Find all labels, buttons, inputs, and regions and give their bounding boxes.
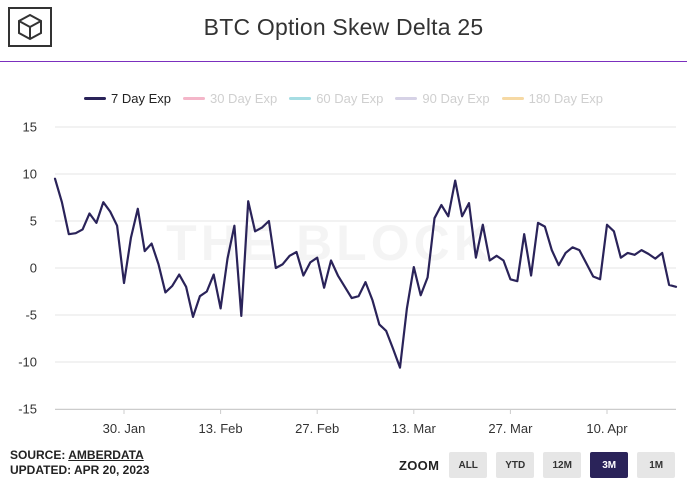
chart-plot: THE BLOCK 15 10 5 0 -5 -10 -15 30. Jan 13. Feb 2… [18, 120, 678, 436]
legend-item[interactable]: 90 Day Exp [395, 90, 490, 106]
chart-title: BTC Option Skew Delta 25 [203, 14, 484, 40]
updated-date: UPDATED: APR 20, 2023 [10, 463, 150, 477]
y-tick-label: 10 [23, 167, 37, 182]
legend-swatch [395, 96, 418, 100]
y-axis-ticks: 15 10 5 0 -5 -10 -15 [18, 120, 37, 417]
zoom-button-12m[interactable]: 12M [543, 452, 582, 478]
source-link[interactable]: AMBERDATA [68, 448, 144, 462]
title-divider [0, 61, 687, 62]
legend-label: 180 Day Exp [528, 90, 604, 106]
x-tick-label: 27. Mar [488, 421, 533, 436]
legend-swatch [289, 96, 312, 100]
zoom-controls: ZOOM ALL YTD 12M 3M 1M [399, 452, 676, 478]
source-note: SOURCE: AMBERDATA UPDATED: APR 20, 2023 [10, 448, 149, 478]
legend-swatch [501, 96, 524, 100]
legend-label: 60 Day Exp [316, 90, 384, 106]
legend-item[interactable]: 30 Day Exp [182, 90, 278, 106]
y-tick-label: -5 [25, 308, 37, 323]
legend-label: 7 Day Exp [111, 90, 171, 106]
zoom-button-3m[interactable]: 3M [590, 452, 629, 478]
y-tick-label: 5 [30, 214, 37, 229]
zoom-label: ZOOM [399, 457, 440, 473]
y-tick-label: -10 [18, 355, 37, 370]
x-tick-label: 10. Apr [586, 421, 628, 436]
y-tick-label: 15 [23, 120, 37, 135]
legend-swatch [84, 96, 106, 100]
x-tick-label: 13. Mar [392, 421, 437, 436]
series-line-7-day-exp [53, 177, 678, 369]
legend-swatch [182, 96, 205, 100]
grid-lines [55, 126, 676, 410]
series-group [53, 177, 678, 369]
x-tick-label: 27. Feb [295, 421, 339, 436]
chart-legend: 7 Day Exp 30 Day Exp 60 Day Exp 90 Day Exp 1… [84, 89, 615, 107]
source-prefix: SOURCE: [10, 448, 69, 462]
zoom-button-ytd[interactable]: YTD [496, 452, 535, 478]
watermark: THE BLOCK [166, 215, 494, 271]
x-tick-label: 30. Jan [103, 421, 146, 436]
zoom-button-1m[interactable]: 1M [637, 452, 676, 478]
x-tick-label: 13. Feb [199, 421, 243, 436]
legend-item[interactable]: 180 Day Exp [501, 90, 604, 106]
x-axis-ticks: 30. Jan 13. Feb 27. Feb 13. Mar 27. Mar 10. A… [103, 409, 628, 436]
legend-label: 90 Day Exp [422, 90, 490, 106]
zoom-button-all[interactable]: ALL [449, 452, 488, 478]
legend-label: 30 Day Exp [209, 90, 278, 106]
legend-item[interactable]: 60 Day Exp [289, 91, 383, 106]
legend-item[interactable]: 7 Day Exp [84, 91, 171, 106]
y-tick-label: 0 [30, 261, 37, 276]
the-block-cube-logo-icon [8, 7, 52, 47]
y-tick-label: -15 [18, 402, 37, 417]
